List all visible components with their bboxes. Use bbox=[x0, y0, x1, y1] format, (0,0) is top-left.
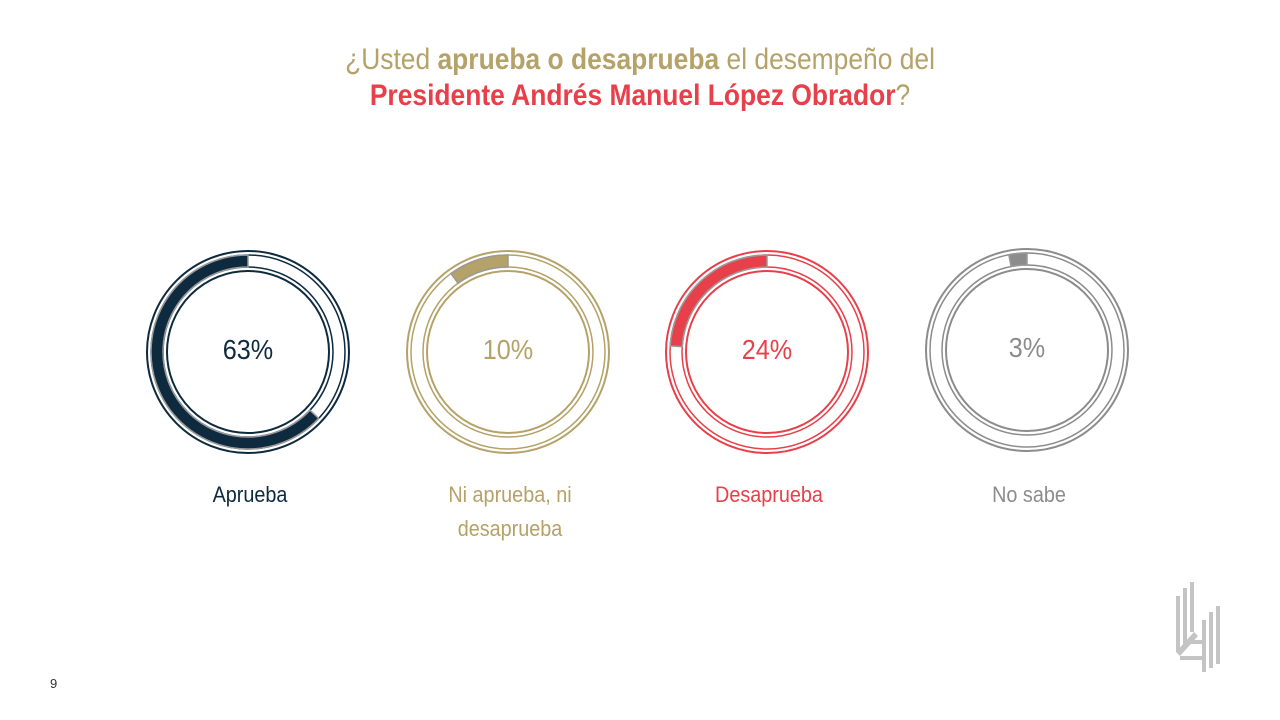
value-label: 24% bbox=[741, 334, 793, 365]
category-label: Ni aprueba, ni desaprueba bbox=[448, 482, 572, 541]
donut-outer-ring bbox=[665, 250, 869, 454]
donut-segment-no-sabe bbox=[1007, 252, 1028, 268]
page-number: 9 bbox=[50, 676, 58, 691]
title-text: el desempeño del bbox=[719, 43, 935, 76]
logo-icon bbox=[1176, 582, 1220, 672]
donut-outer-ring bbox=[406, 250, 610, 454]
donut-inner-ring bbox=[685, 270, 849, 434]
title-bold: aprueba o desaprueba bbox=[437, 43, 720, 76]
donut-segment-desaprueba bbox=[669, 254, 768, 348]
category-label: Desaprueba bbox=[715, 482, 823, 507]
donut-segment-ni-aprueba-ni-desaprueba bbox=[449, 254, 509, 285]
donut-inner-ring bbox=[426, 270, 590, 434]
category-label: Aprueba bbox=[212, 482, 288, 507]
donut-outer-ring bbox=[925, 248, 1129, 452]
title-president: Presidente Andrés Manuel López Obrador bbox=[369, 79, 896, 112]
value-label: 63% bbox=[222, 334, 274, 365]
value-label: 10% bbox=[482, 334, 534, 365]
category-label: No sabe bbox=[992, 482, 1066, 507]
donut-inner-ring bbox=[945, 268, 1109, 432]
donut-inner-ring bbox=[166, 270, 330, 434]
title-text: ¿Usted bbox=[345, 43, 438, 76]
value-label: 3% bbox=[1008, 332, 1046, 363]
chart-title: ¿Usted aprueba o desaprueba el desempeño… bbox=[77, 42, 1203, 114]
donut-outer-ring bbox=[146, 250, 350, 454]
donut-segment-aprueba bbox=[150, 254, 320, 450]
title-text: ? bbox=[895, 79, 911, 112]
